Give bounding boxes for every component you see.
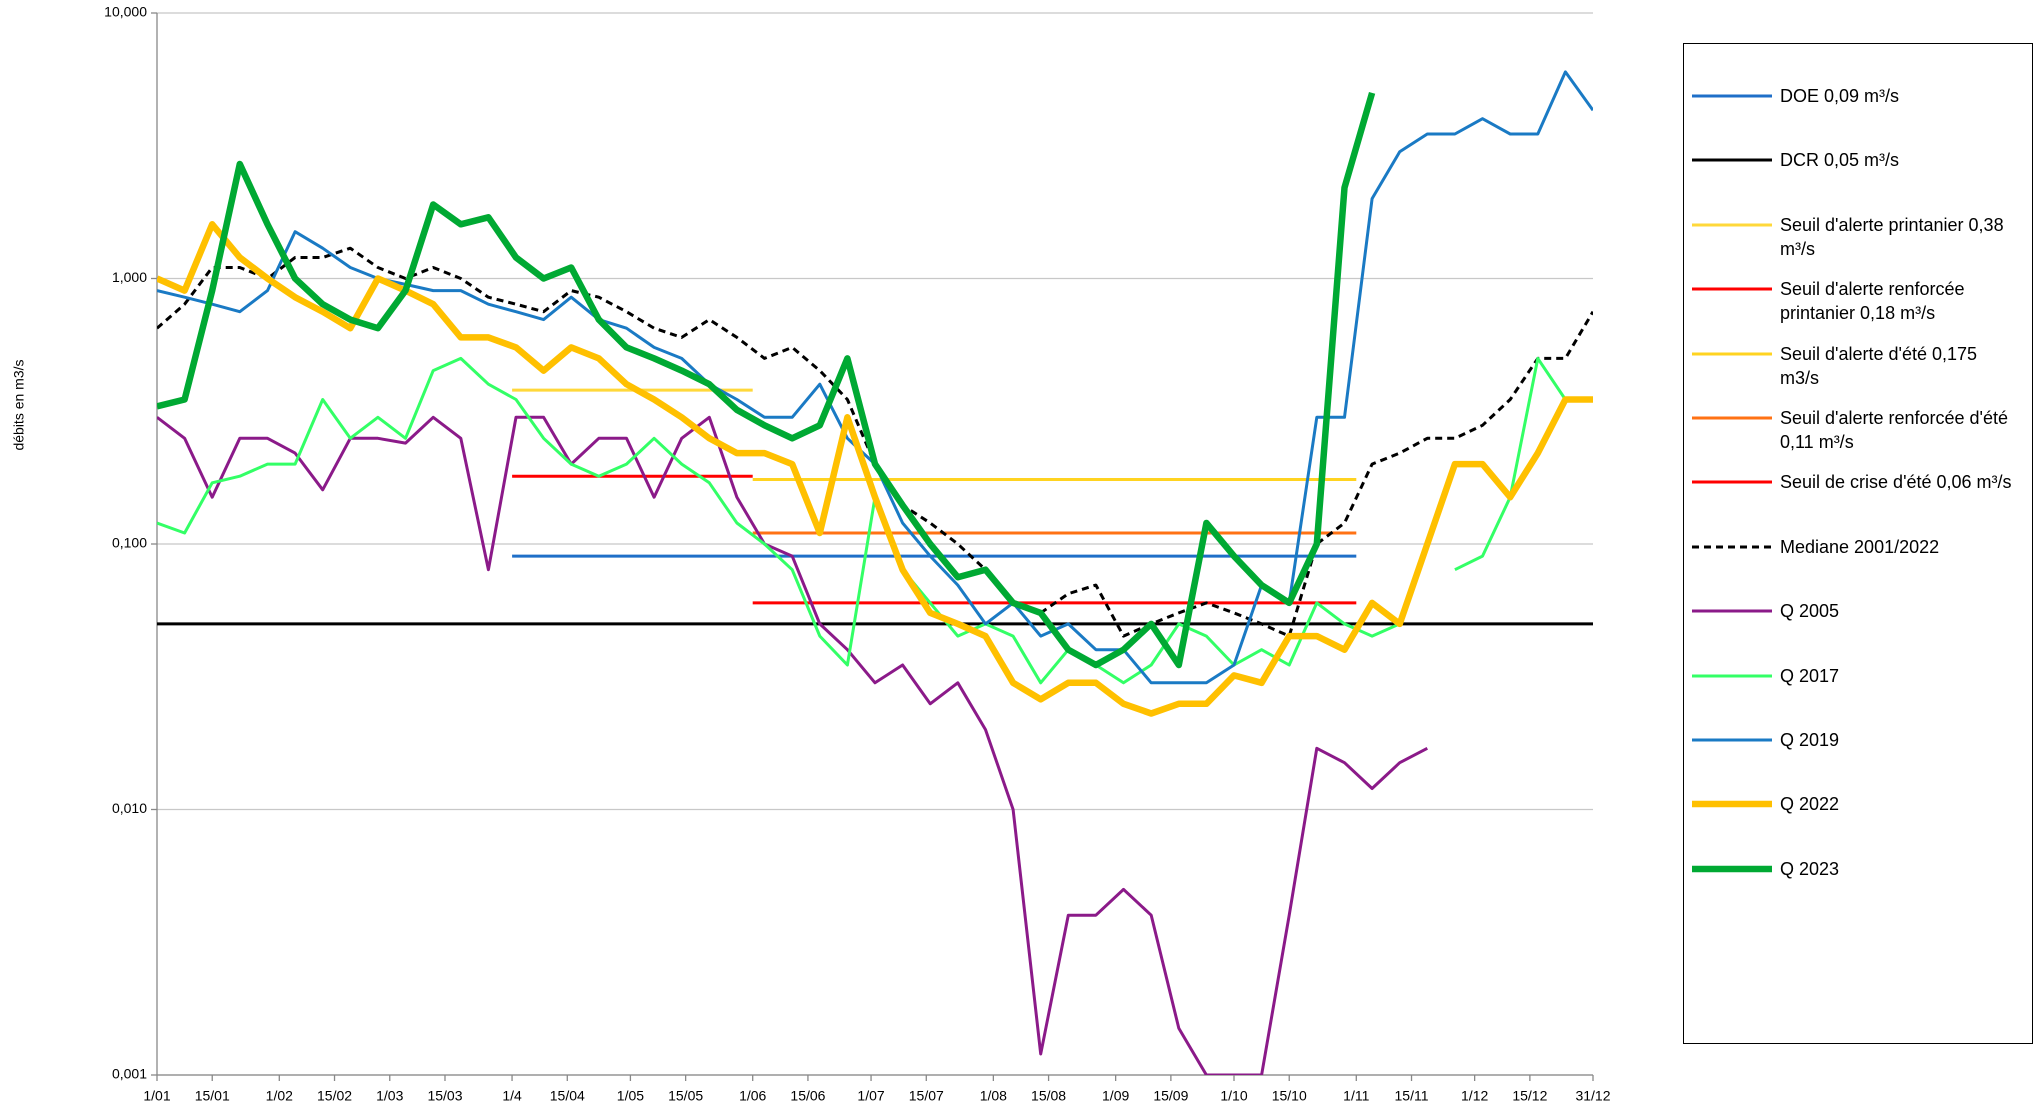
x-tick-label: 15/11 [1395, 1088, 1429, 1104]
series-line [157, 356, 1593, 685]
y-tick-label: 1,000 [112, 269, 147, 285]
legend-item: DCR 0,05 m³/s [1684, 148, 2032, 212]
x-tick-label: 15/07 [909, 1088, 944, 1104]
legend-swatch [1692, 223, 1772, 227]
x-tick-label: 1/05 [617, 1088, 644, 1104]
legend-item: Q 2005 [1684, 599, 2032, 663]
x-tick-label: 15/10 [1272, 1088, 1307, 1104]
x-tick-label: 1/02 [266, 1088, 293, 1104]
x-tick-label: 1/12 [1461, 1088, 1488, 1104]
legend-item: Seuil d'alerte renforcée printanier 0,18… [1684, 277, 2032, 341]
legend-item: DOE 0,09 m³/s [1684, 84, 2032, 148]
legend-item: Q 2023 [1684, 857, 2032, 921]
x-tick-label: 15/02 [317, 1088, 352, 1104]
y-tick-label: 0,100 [112, 535, 147, 551]
legend-label: Q 2017 [1780, 665, 1840, 686]
y-tick-label: 10,000 [104, 4, 147, 20]
x-tick-label: 1/09 [1102, 1088, 1129, 1104]
legend-swatch [1692, 94, 1772, 98]
series-line [157, 70, 1593, 685]
legend-label: Seuil d'alerte printanier 0,38 m³/s [1780, 214, 2004, 259]
x-tick-label: 1/06 [739, 1088, 766, 1104]
legend-label: Seuil d'alerte d'été 0,175 m3/s [1780, 343, 1978, 388]
legend-swatch [1692, 287, 1772, 291]
legend-label: Seuil d'alerte renforcée printanier 0,18… [1780, 279, 1965, 324]
x-tick-label: 15/08 [1031, 1088, 1066, 1104]
legend-label: Seuil de crise d'été 0,06 m³/s [1780, 472, 2012, 493]
x-tick-label: 15/05 [668, 1088, 703, 1104]
legend-swatch [1692, 674, 1772, 678]
series-line [157, 91, 1376, 669]
legend-swatch [1692, 480, 1772, 484]
legend-item: Seuil de crise d'été 0,06 m³/s [1684, 470, 2032, 534]
legend-swatch [1692, 609, 1772, 613]
legend-label: Mediane 2001/2022 [1780, 536, 1940, 557]
legend-label: Q 2005 [1780, 601, 1840, 622]
legend-label: Q 2023 [1780, 858, 1840, 879]
legend-item: Seuil d'alerte renforcée d'été 0,11 m³/s [1684, 406, 2032, 470]
plot-area [157, 70, 1593, 1075]
y-tick-label: 0,010 [112, 800, 147, 816]
series-line [157, 246, 1593, 638]
series-line [157, 221, 1593, 717]
x-tick-label: 1/03 [376, 1088, 403, 1104]
x-tick-label: 1/11 [1343, 1088, 1369, 1104]
x-tick-label: 1/01 [143, 1088, 170, 1104]
legend-item: Mediane 2001/2022 [1684, 535, 2032, 599]
legend-swatch [1692, 416, 1772, 420]
x-tick-label: 1/07 [857, 1088, 884, 1104]
series-line [157, 415, 1428, 1075]
chart: débits en m3/s 0,001 0,010 0,100 1,000 10,00… [11, 4, 1611, 1104]
legend-label: Seuil d'alerte renforcée d'été 0,11 m³/s [1780, 407, 2009, 452]
legend-item: Q 2017 [1684, 664, 2032, 728]
x-tick-label: 15/03 [427, 1088, 462, 1104]
legend-swatch [1692, 738, 1772, 742]
x-tick-label: 1/08 [980, 1088, 1007, 1104]
x-tick-label: 15/01 [195, 1088, 230, 1104]
legend-swatch [1692, 801, 1772, 808]
legend-item: Q 2019 [1684, 728, 2032, 792]
x-tick-label: 15/04 [550, 1088, 585, 1104]
legend-swatch [1692, 865, 1772, 872]
legend-item: Seuil d'alerte printanier 0,38 m³/s [1684, 213, 2032, 277]
legend-label: Q 2022 [1780, 794, 1840, 815]
legend-item: Seuil d'alerte d'été 0,175 m3/s [1684, 342, 2032, 406]
y-axis-label: débits en m3/s [11, 359, 27, 450]
legend-swatch [1692, 545, 1772, 549]
x-tick-label: 15/06 [790, 1088, 825, 1104]
legend-label: DOE 0,09 m³/s [1780, 86, 1900, 106]
x-tick-label: 1/4 [502, 1088, 522, 1104]
legend-swatch [1692, 352, 1772, 356]
legend-label: Q 2019 [1780, 729, 1840, 750]
x-tick-label: 1/10 [1220, 1088, 1247, 1104]
legend-label: DCR 0,05 m³/s [1780, 150, 1900, 171]
y-tick-label: 0,001 [112, 1066, 147, 1082]
legend-swatch [1692, 158, 1772, 162]
x-tick-label: 31/12 [1575, 1088, 1610, 1104]
legend-item: Q 2022 [1684, 792, 2032, 856]
legend: DOE 0,09 m³/s DCR 0,05 m³/s Seuil d'alerte… [1683, 43, 2033, 1044]
x-tick-label: 15/09 [1153, 1088, 1188, 1104]
x-tick-label: 15/12 [1512, 1088, 1547, 1104]
